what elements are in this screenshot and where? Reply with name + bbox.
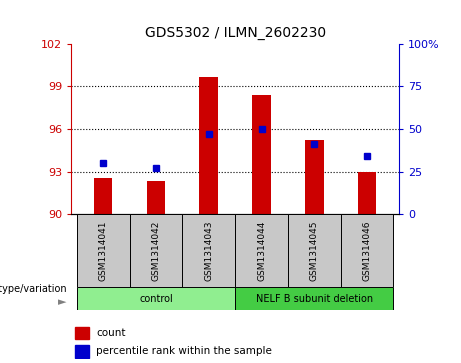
- Bar: [94, 178, 112, 214]
- Text: count: count: [96, 328, 125, 338]
- Bar: [182, 214, 235, 287]
- Text: GSM1314045: GSM1314045: [310, 220, 319, 281]
- Bar: [252, 95, 271, 214]
- Bar: [235, 214, 288, 287]
- Bar: [235, 287, 394, 310]
- Text: GSM1314042: GSM1314042: [151, 220, 160, 281]
- Text: control: control: [139, 294, 173, 303]
- Bar: [130, 214, 182, 287]
- Bar: [147, 181, 165, 214]
- Bar: [288, 214, 341, 287]
- Text: GSM1314041: GSM1314041: [99, 220, 107, 281]
- Text: ►: ►: [59, 297, 67, 307]
- Bar: [358, 172, 376, 214]
- Bar: [305, 139, 324, 214]
- Bar: [341, 214, 394, 287]
- Text: GSM1314043: GSM1314043: [204, 220, 213, 281]
- Title: GDS5302 / ILMN_2602230: GDS5302 / ILMN_2602230: [145, 26, 325, 40]
- Bar: [75, 327, 89, 339]
- Bar: [75, 345, 89, 358]
- Text: GSM1314044: GSM1314044: [257, 220, 266, 281]
- Text: GSM1314046: GSM1314046: [363, 220, 372, 281]
- Bar: [200, 77, 218, 214]
- Bar: [77, 287, 235, 310]
- Text: percentile rank within the sample: percentile rank within the sample: [96, 346, 272, 356]
- Bar: [77, 214, 130, 287]
- Text: genotype/variation: genotype/variation: [0, 285, 67, 294]
- Text: NELF B subunit deletion: NELF B subunit deletion: [256, 294, 373, 303]
